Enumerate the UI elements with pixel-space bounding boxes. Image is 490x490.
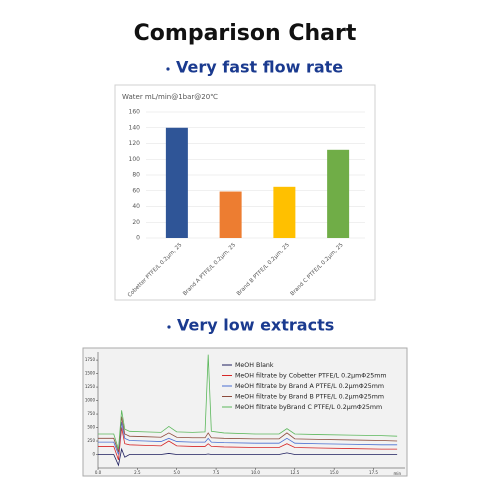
y-tick-label: 0 bbox=[92, 452, 95, 457]
x-tick-label: 17.5 bbox=[369, 470, 378, 475]
bar bbox=[273, 186, 296, 238]
y-axis-label: Water mL/min@1bar@20℃ bbox=[122, 93, 218, 101]
x-tick-label: 7.5 bbox=[213, 470, 220, 475]
x-tick-label: 5.0 bbox=[174, 470, 181, 475]
subtitle: Very low extracts bbox=[177, 316, 334, 335]
y-tick-label: 40 bbox=[132, 203, 140, 210]
x-tick-label: 0.0 bbox=[95, 470, 102, 475]
series-line bbox=[98, 427, 398, 461]
bullet bbox=[166, 67, 170, 71]
series-line bbox=[98, 422, 398, 455]
y-tick-label: 1500 bbox=[85, 371, 96, 376]
y-tick-label: 160 bbox=[129, 109, 141, 116]
y-tick-label: 140 bbox=[129, 124, 141, 131]
legend-label: MeOH filtrate by Brand B PTFE/L 0.2μmΦ25… bbox=[235, 394, 384, 401]
bar bbox=[219, 191, 242, 238]
y-tick-label: 120 bbox=[129, 140, 141, 147]
y-tick-label: 1750 bbox=[85, 357, 96, 362]
bullet bbox=[167, 325, 171, 329]
y-tick-label: 20 bbox=[132, 219, 140, 226]
y-tick-label: 250 bbox=[87, 438, 95, 443]
x-tick-label: 10.0 bbox=[251, 470, 260, 475]
series-line bbox=[98, 354, 398, 450]
series-line bbox=[98, 416, 398, 452]
y-tick-label: 750 bbox=[87, 411, 95, 416]
x-tick-label: 15.0 bbox=[330, 470, 339, 475]
legend-label: MeOH Blank bbox=[235, 362, 274, 369]
legend-label: MeOH filtrate byBrand C PTFE/L 0.2μmΦ25m… bbox=[235, 404, 382, 411]
y-tick-label: 100 bbox=[129, 156, 141, 163]
subtitle: Very fast flow rate bbox=[176, 58, 343, 77]
bar bbox=[165, 127, 188, 238]
legend-label: MeOH filtrate by Cobetter PTFE/L 0.2μmΦ2… bbox=[235, 373, 387, 380]
y-tick-label: 80 bbox=[132, 172, 140, 179]
y-tick-label: 1250 bbox=[85, 384, 96, 389]
legend-label: MeOH filtrate by Brand A PTFE/L 0.2μmΦ25… bbox=[235, 383, 384, 390]
series-line bbox=[98, 447, 398, 467]
y-tick-label: 500 bbox=[87, 425, 95, 430]
x-tick-label: 12.5 bbox=[290, 470, 299, 475]
y-tick-label: 1000 bbox=[85, 398, 96, 403]
bar bbox=[327, 149, 350, 238]
y-tick-label: 60 bbox=[132, 187, 140, 194]
page-title: Comparison Chart bbox=[134, 21, 357, 46]
x-axis-label: min bbox=[393, 471, 401, 476]
y-tick-label: 0 bbox=[136, 235, 140, 242]
x-tick-label: 2.5 bbox=[134, 470, 141, 475]
